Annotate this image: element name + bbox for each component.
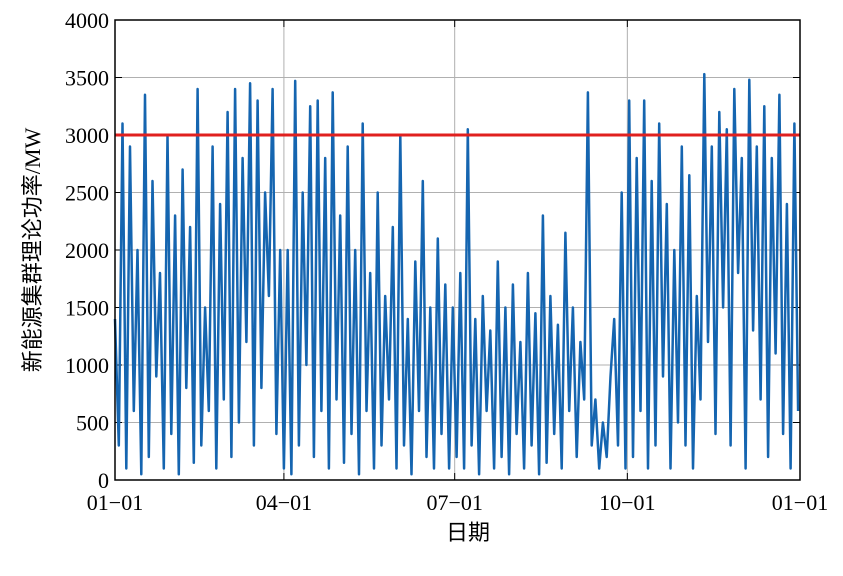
x-tick-label: 04−01 (256, 490, 312, 515)
y-tick-label: 2500 (65, 181, 109, 206)
x-tick-label: 10−01 (599, 490, 655, 515)
x-tick-label: 01−01 (772, 490, 828, 515)
y-axis-label: 新能源集群理论功率/MW (20, 128, 45, 373)
y-tick-label: 4000 (65, 8, 109, 33)
x-axis-label: 日期 (446, 520, 490, 545)
x-tick-label: 07−01 (426, 490, 482, 515)
y-tick-label: 0 (98, 468, 109, 493)
y-tick-label: 2000 (65, 238, 109, 263)
y-tick-label: 1000 (65, 353, 109, 378)
y-tick-label: 3500 (65, 66, 109, 91)
x-tick-label: 01−01 (87, 490, 143, 515)
data-line (113, 72, 800, 476)
y-tick-label: 500 (76, 411, 109, 436)
plot-frame (114, 19, 801, 481)
y-tick-label: 3000 (65, 123, 109, 148)
y-tick-label: 1500 (65, 296, 109, 321)
